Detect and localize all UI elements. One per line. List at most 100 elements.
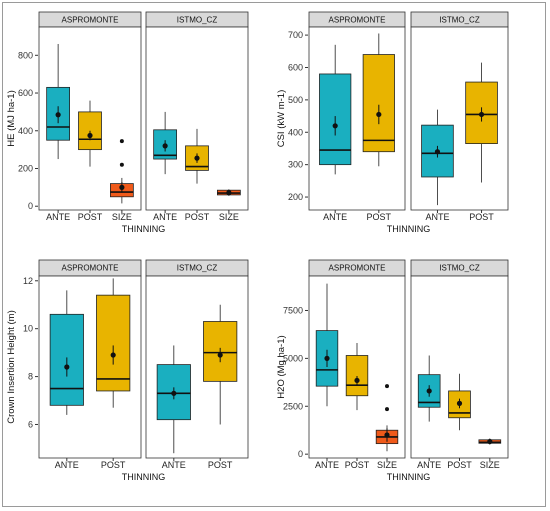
facet-title: ASPROMONTE	[329, 264, 386, 273]
mean-point	[478, 111, 485, 118]
mean-point	[487, 438, 493, 445]
box-post	[448, 373, 471, 431]
x-axis-label: THINNING	[122, 224, 166, 234]
x-tick-label: POST	[345, 460, 370, 470]
facet-title: ASPROMONTE	[62, 264, 119, 273]
outlier-point	[385, 384, 389, 389]
facet-title: ISTMO_CZ	[177, 264, 218, 273]
mean-point	[64, 364, 70, 370]
box-post	[362, 33, 395, 167]
facet-title: ISTMO_CZ	[439, 16, 480, 25]
box-ante	[319, 44, 352, 175]
x-tick-label: ANTE	[417, 460, 441, 470]
x-tick-label: POST	[78, 212, 103, 222]
mean-point	[119, 184, 125, 190]
y-tick-label: 200	[18, 163, 33, 173]
facet-title: ASPROMONTE	[62, 16, 119, 25]
y-tick-label: 7500	[283, 305, 303, 315]
y-axis-label: HE (MJ ha-1)	[6, 90, 17, 146]
mean-point	[162, 143, 168, 149]
y-tick-label: 800	[18, 50, 33, 60]
x-tick-label: ANTE	[323, 212, 347, 222]
y-tick-label: 2500	[283, 401, 303, 411]
y-tick-label: 400	[288, 127, 303, 137]
x-axis-label: THINNING	[387, 224, 431, 234]
x-tick-label: POST	[185, 212, 210, 222]
y-tick-label: 600	[18, 88, 33, 98]
y-axis-label: H2O (Mg ha-1)	[276, 335, 287, 398]
box-ante	[315, 283, 339, 407]
outlier-point	[119, 162, 124, 167]
box-iqr	[203, 321, 238, 382]
mean-point	[110, 352, 116, 358]
x-tick-label: ANTE	[46, 212, 70, 222]
box-ante	[421, 109, 454, 206]
mean-point	[194, 155, 200, 161]
box-post	[203, 304, 238, 425]
x-tick-label: ANTE	[425, 212, 449, 222]
mean-point	[426, 388, 432, 394]
mean-point	[456, 400, 463, 406]
mean-point	[354, 377, 360, 384]
x-axis-label: THINNING	[122, 472, 166, 482]
y-tick-label: 600	[288, 62, 303, 72]
x-tick-label: ANTE	[153, 212, 177, 222]
box-ante	[46, 43, 71, 160]
mean-point	[384, 432, 390, 438]
box-size	[478, 438, 502, 445]
y-axis-label: Crown Insertion Height (m)	[6, 310, 17, 424]
x-tick-label: SIZE	[112, 212, 132, 222]
x-tick-label: SIZE	[219, 212, 239, 222]
y-tick-label: 0	[28, 201, 33, 211]
facet-title: ASPROMONTE	[329, 16, 386, 25]
box-iqr	[78, 111, 102, 151]
mean-point	[217, 352, 223, 358]
mean-point	[376, 111, 382, 118]
y-tick-label: 12	[23, 276, 33, 286]
facet-plot-area	[410, 275, 509, 459]
box-ante	[49, 290, 84, 415]
box-post	[96, 278, 131, 408]
mean-point	[324, 355, 330, 361]
y-axis-label: CSI (kW m-1)	[276, 90, 287, 148]
x-tick-label: ANTE	[55, 460, 79, 470]
chart-panel-4: 0 2500 5000 7500 H2O (Mg ha-1) ASPROMONTE ANTE…	[276, 259, 509, 482]
mean-point	[171, 390, 177, 396]
x-tick-label: POST	[208, 460, 233, 470]
y-tick-label: 6	[28, 419, 33, 429]
box-ante	[417, 355, 441, 422]
box-size	[216, 189, 241, 196]
x-tick-label: POST	[101, 460, 126, 470]
x-axis-label: THINNING	[387, 472, 431, 482]
y-tick-label: 0	[298, 449, 303, 459]
y-tick-label: 400	[18, 126, 33, 136]
y-tick-label: 10	[23, 324, 33, 334]
y-tick-label: 200	[288, 192, 303, 202]
box-size	[375, 384, 399, 452]
facet-title: ISTMO_CZ	[439, 264, 480, 273]
facet-title: ISTMO_CZ	[177, 16, 218, 25]
facet-plot-area	[145, 275, 249, 459]
box-post	[345, 343, 369, 411]
y-tick-label: 500	[288, 95, 303, 105]
x-tick-label: POST	[447, 460, 472, 470]
x-tick-label: ANTE	[162, 460, 186, 470]
box-ante	[156, 345, 191, 454]
outlier-point	[385, 407, 389, 412]
box-ante	[153, 111, 177, 175]
box-post	[465, 62, 498, 183]
mean-point	[55, 112, 61, 118]
box-post	[78, 100, 102, 167]
box-iqr	[362, 54, 395, 153]
x-tick-label: POST	[469, 212, 494, 222]
mean-point	[434, 149, 441, 155]
box-post	[185, 128, 209, 184]
chart-panel-3: 6 8 10 12 Crown Insertion Height (m) ASPROMON…	[6, 259, 249, 482]
x-tick-label: ANTE	[315, 460, 339, 470]
box-iqr	[96, 294, 131, 392]
chart-panel-1: 0 200 400 600 800 HE (MJ ha-1) ASPROMONTE ANTE P…	[6, 11, 249, 234]
mean-point	[226, 190, 232, 196]
figure-frame	[2, 2, 546, 507]
y-tick-label: 700	[288, 30, 303, 40]
box-iqr	[345, 355, 369, 397]
